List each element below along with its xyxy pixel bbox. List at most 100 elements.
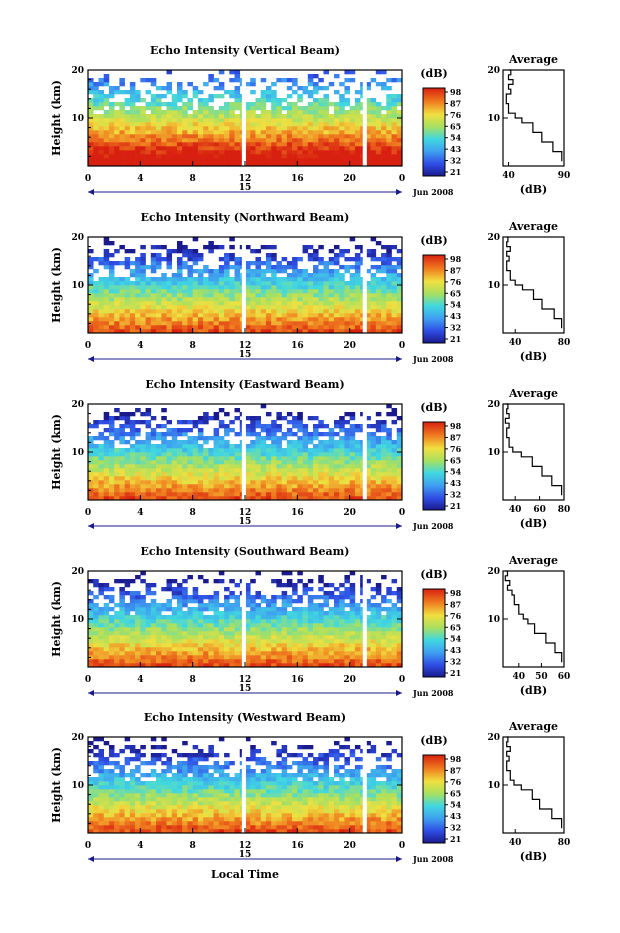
heatmap-cell [214,444,220,448]
heatmap-cell [287,325,293,329]
heatmap-cell [119,305,125,309]
heatmap-cell [130,130,136,134]
heatmap-cell [313,416,319,420]
heatmap-cell [271,253,277,257]
heatmap-cell [114,476,120,480]
heatmap-cell [334,651,340,655]
heatmap-cell [282,305,288,309]
heatmap-cell [219,639,225,643]
heatmap-cell [344,110,350,114]
heatmap-cell [229,655,235,659]
heatmap-cell [308,158,314,162]
heatmap-cell [292,825,298,829]
data-gap-strip [242,404,246,500]
heatmap-cell [261,150,267,154]
heatmap-cell [308,607,314,611]
average-y-tick-label: 20 [487,400,500,410]
heatmap-cell [125,277,131,281]
heatmap-cell [156,98,162,102]
heatmap-cell [261,476,267,480]
heatmap-cell [276,488,282,492]
heatmap-cell [329,281,335,285]
heatmap-cell [104,488,110,492]
y-axis-label: Height (km) [50,414,63,490]
heatmap-cell [214,317,220,321]
heatmap-cell [182,603,188,607]
heatmap-cell [140,571,146,575]
heatmap-cell [219,825,225,829]
heatmap-cell [114,651,120,655]
heatmap-cell [177,452,183,456]
heatmap-cell [376,301,382,305]
heatmap-cell [329,825,335,829]
colorbar-tick-label: 21 [450,167,461,177]
heatmap-cell [355,651,361,655]
heatmap-cell [329,821,335,825]
average-y-tick-label: 20 [487,567,500,577]
heatmap-cell [266,460,272,464]
heatmap-cell [219,408,225,412]
heatmap-cell [140,456,146,460]
heatmap-cell [104,253,110,257]
average-x-tick-label: 90 [558,171,571,181]
heatmap-cell [392,452,398,456]
heatmap-cell [329,261,335,265]
heatmap-cell [266,444,272,448]
heatmap-cell [313,615,319,619]
heatmap-cell [282,281,288,285]
heatmap-cell [151,146,157,150]
heatmap-cell [119,480,125,484]
heatmap-cell [313,651,319,655]
heatmap-cell [114,635,120,639]
heatmap-cell [339,627,345,631]
heatmap-cell [266,118,272,122]
heatmap-cell [114,301,120,305]
heatmap-cell [271,130,277,134]
heatmap-cell [182,432,188,436]
heatmap-cell [208,321,214,325]
heatmap-cell [182,639,188,643]
heatmap-cell [282,436,288,440]
heatmap-cell [250,444,256,448]
x-tick-label: 0 [399,508,405,518]
heatmap-cell [381,444,387,448]
heatmap-cell [156,480,162,484]
heatmap-cell [93,317,99,321]
heatmap-cell [151,480,157,484]
heatmap-cell [229,313,235,317]
heatmap-cell [334,102,340,106]
heatmap-cell [219,301,225,305]
heatmap-cell [130,102,136,106]
heatmap-cell [313,249,319,253]
date-label: 15 [239,183,252,193]
heatmap-cell [282,591,288,595]
heatmap-cell [376,118,382,122]
heatmap-cell [151,619,157,623]
heatmap-cell [308,297,314,301]
heatmap-cell [235,432,241,436]
heatmap-cell [334,281,340,285]
heatmap-cell [276,595,282,599]
heatmap-cell [355,615,361,619]
heatmap-cell [151,639,157,643]
heatmap-cell [276,416,282,420]
heatmap-cell [386,480,392,484]
heatmap-cell [350,432,356,436]
heatmap-cell [318,293,324,297]
heatmap-cell [140,651,146,655]
heatmap-cell [208,472,214,476]
heatmap-cell [334,623,340,627]
heatmap-cell [292,102,298,106]
heatmap-cell [119,595,125,599]
heatmap-cell [313,110,319,114]
heatmap-cell [371,285,377,289]
heatmap-cell [271,611,277,615]
heatmap-cell [276,424,282,428]
heatmap-cell [88,452,94,456]
heatmap-cell [250,420,256,424]
heatmap-cell [297,126,303,130]
heatmap-cell [98,432,104,436]
date-axis-arrow [88,523,94,529]
heatmap-cell [318,118,324,122]
heatmap-cell [371,154,377,158]
